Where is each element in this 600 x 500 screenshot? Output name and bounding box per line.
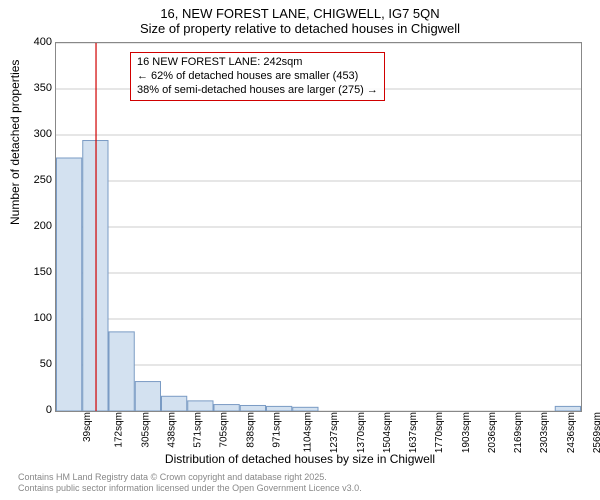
annotation-line2: ← 62% of detached houses are smaller (45… bbox=[137, 70, 378, 84]
credit-line2: Contains public sector information licen… bbox=[18, 483, 362, 494]
annotation-line3: 38% of semi-detached houses are larger (… bbox=[137, 84, 378, 98]
x-tick-label: 571sqm bbox=[193, 412, 204, 448]
chart-title-line2: Size of property relative to detached ho… bbox=[0, 21, 600, 38]
x-tick-label: 39sqm bbox=[82, 412, 93, 442]
x-tick-label: 971sqm bbox=[271, 412, 282, 448]
x-axis-label: Distribution of detached houses by size … bbox=[0, 452, 600, 466]
x-tick-label: 2436sqm bbox=[566, 412, 577, 453]
x-tick-label: 2303sqm bbox=[539, 412, 550, 453]
x-tick-label: 2569sqm bbox=[592, 412, 600, 453]
histogram-bar bbox=[214, 405, 239, 411]
credit-text: Contains HM Land Registry data © Crown c… bbox=[18, 472, 362, 494]
credit-line1: Contains HM Land Registry data © Crown c… bbox=[18, 472, 362, 483]
x-tick-label: 838sqm bbox=[245, 412, 256, 448]
y-axis-label: Number of detached properties bbox=[8, 60, 22, 225]
x-tick-label: 1637sqm bbox=[408, 412, 419, 453]
histogram-bar bbox=[57, 158, 82, 411]
annotation-box: 16 NEW FOREST LANE: 242sqm ← 62% of deta… bbox=[130, 52, 385, 101]
x-tick-label: 1903sqm bbox=[461, 412, 472, 453]
histogram-bar bbox=[109, 332, 134, 411]
x-tick-label: 1370sqm bbox=[356, 412, 367, 453]
x-tick-label: 305sqm bbox=[140, 412, 151, 448]
x-tick-label: 705sqm bbox=[219, 412, 230, 448]
x-tick-label: 172sqm bbox=[114, 412, 125, 448]
y-tick-label: 400 bbox=[22, 36, 52, 48]
y-tick-label: 0 bbox=[22, 404, 52, 416]
x-tick-label: 1237sqm bbox=[329, 412, 340, 453]
histogram-bar bbox=[555, 406, 580, 411]
y-tick-label: 150 bbox=[22, 266, 52, 278]
chart-title-line1: 16, NEW FOREST LANE, CHIGWELL, IG7 5QN bbox=[0, 0, 600, 21]
x-tick-label: 2036sqm bbox=[487, 412, 498, 453]
y-tick-label: 350 bbox=[22, 82, 52, 94]
histogram-bar bbox=[135, 382, 160, 411]
histogram-bar bbox=[293, 407, 318, 411]
histogram-bar bbox=[83, 141, 108, 411]
y-tick-label: 250 bbox=[22, 174, 52, 186]
y-tick-label: 50 bbox=[22, 358, 52, 370]
histogram-bar bbox=[267, 406, 292, 411]
y-tick-label: 300 bbox=[22, 128, 52, 140]
x-tick-label: 1104sqm bbox=[302, 412, 313, 452]
chart-container: 16, NEW FOREST LANE, CHIGWELL, IG7 5QN S… bbox=[0, 0, 600, 500]
x-tick-label: 438sqm bbox=[166, 412, 177, 448]
annotation-line1: 16 NEW FOREST LANE: 242sqm bbox=[137, 56, 378, 70]
histogram-bar bbox=[240, 405, 265, 411]
y-tick-label: 100 bbox=[22, 312, 52, 324]
x-tick-label: 2169sqm bbox=[513, 412, 524, 453]
histogram-bar bbox=[188, 401, 213, 411]
x-tick-label: 1770sqm bbox=[434, 412, 445, 453]
x-tick-label: 1504sqm bbox=[382, 412, 393, 453]
histogram-bar bbox=[162, 396, 187, 411]
y-tick-label: 200 bbox=[22, 220, 52, 232]
